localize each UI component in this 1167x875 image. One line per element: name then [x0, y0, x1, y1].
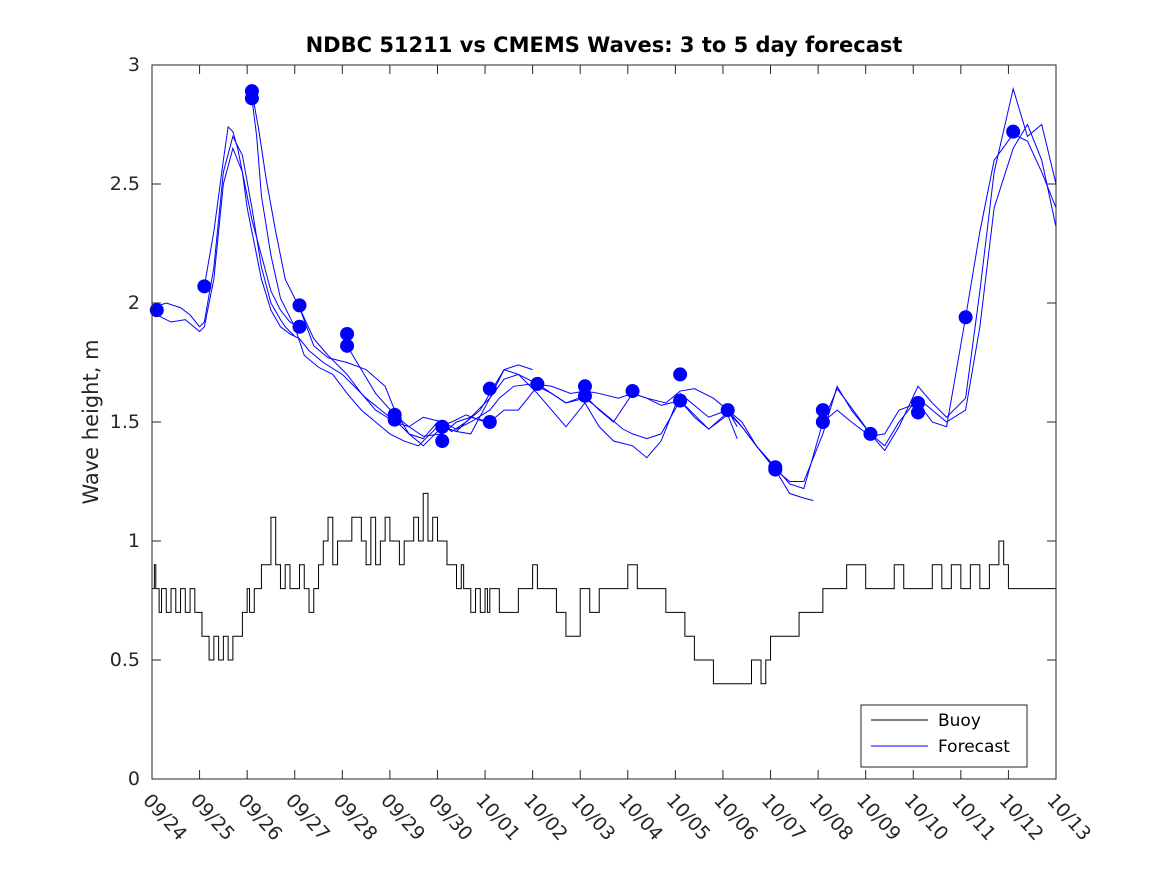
y-tick-label: 2.5: [110, 173, 140, 195]
y-tick-label: 3: [128, 54, 140, 76]
forecast-point: [340, 338, 355, 353]
forecast-line-6: [299, 307, 738, 430]
legend-box: [860, 704, 1028, 768]
forecast-line-2: [156, 146, 300, 333]
chart-title: NDBC 51211 vs CMEMS Waves: 3 to 5 day fo…: [306, 33, 903, 57]
forecast-point: [340, 326, 355, 341]
forecast-point: [625, 384, 640, 399]
forecast-line-5: [251, 91, 533, 440]
forecast-point: [435, 434, 450, 449]
buoy-series: [152, 492, 1056, 685]
y-tick-label: 0: [128, 768, 140, 790]
forecast-point: [911, 405, 926, 420]
forecast-point: [1006, 124, 1021, 139]
y-tick-label: 2: [128, 292, 140, 314]
forecast-point: [292, 298, 307, 313]
plot-area: [152, 65, 1056, 779]
forecast-point: [768, 462, 783, 477]
forecast-series: [151, 86, 1057, 502]
forecast-line-11: [822, 133, 1057, 437]
forecast-point: [482, 381, 497, 396]
y-axis-label: Wave height, m: [79, 339, 103, 504]
forecast-line-10: [727, 86, 1057, 490]
forecast-point: [958, 310, 973, 325]
forecast-point: [577, 388, 592, 403]
plot-frame: [151, 64, 1057, 780]
y-tick-label: 1.5: [110, 411, 140, 433]
forecast-point: [815, 415, 830, 429]
forecast-point: [292, 319, 307, 334]
y-tick-label: 1: [128, 530, 140, 552]
forecast-point: [673, 367, 688, 382]
forecast-line-1: [151, 134, 296, 337]
forecast-point: [720, 403, 735, 418]
forecast-point: [530, 376, 545, 391]
forecast-line-3: [203, 125, 391, 418]
legend: Buoy Forecast: [860, 704, 1028, 768]
forecast-point: [815, 403, 830, 418]
buoy-line: [152, 492, 1056, 685]
forecast-markers: [149, 84, 1021, 477]
forecast-point: [673, 393, 688, 408]
legend-forecast-label: Forecast: [938, 737, 1010, 757]
forecast-point: [387, 412, 402, 427]
forecast-point: [435, 419, 450, 434]
y-tick-label: 0.5: [110, 649, 140, 671]
forecast-point: [197, 279, 212, 294]
forecast-point: [149, 303, 164, 318]
forecast-point: [863, 426, 878, 441]
legend-buoy-label: Buoy: [938, 711, 981, 731]
forecast-point: [244, 91, 259, 106]
forecast-point: [482, 415, 497, 429]
